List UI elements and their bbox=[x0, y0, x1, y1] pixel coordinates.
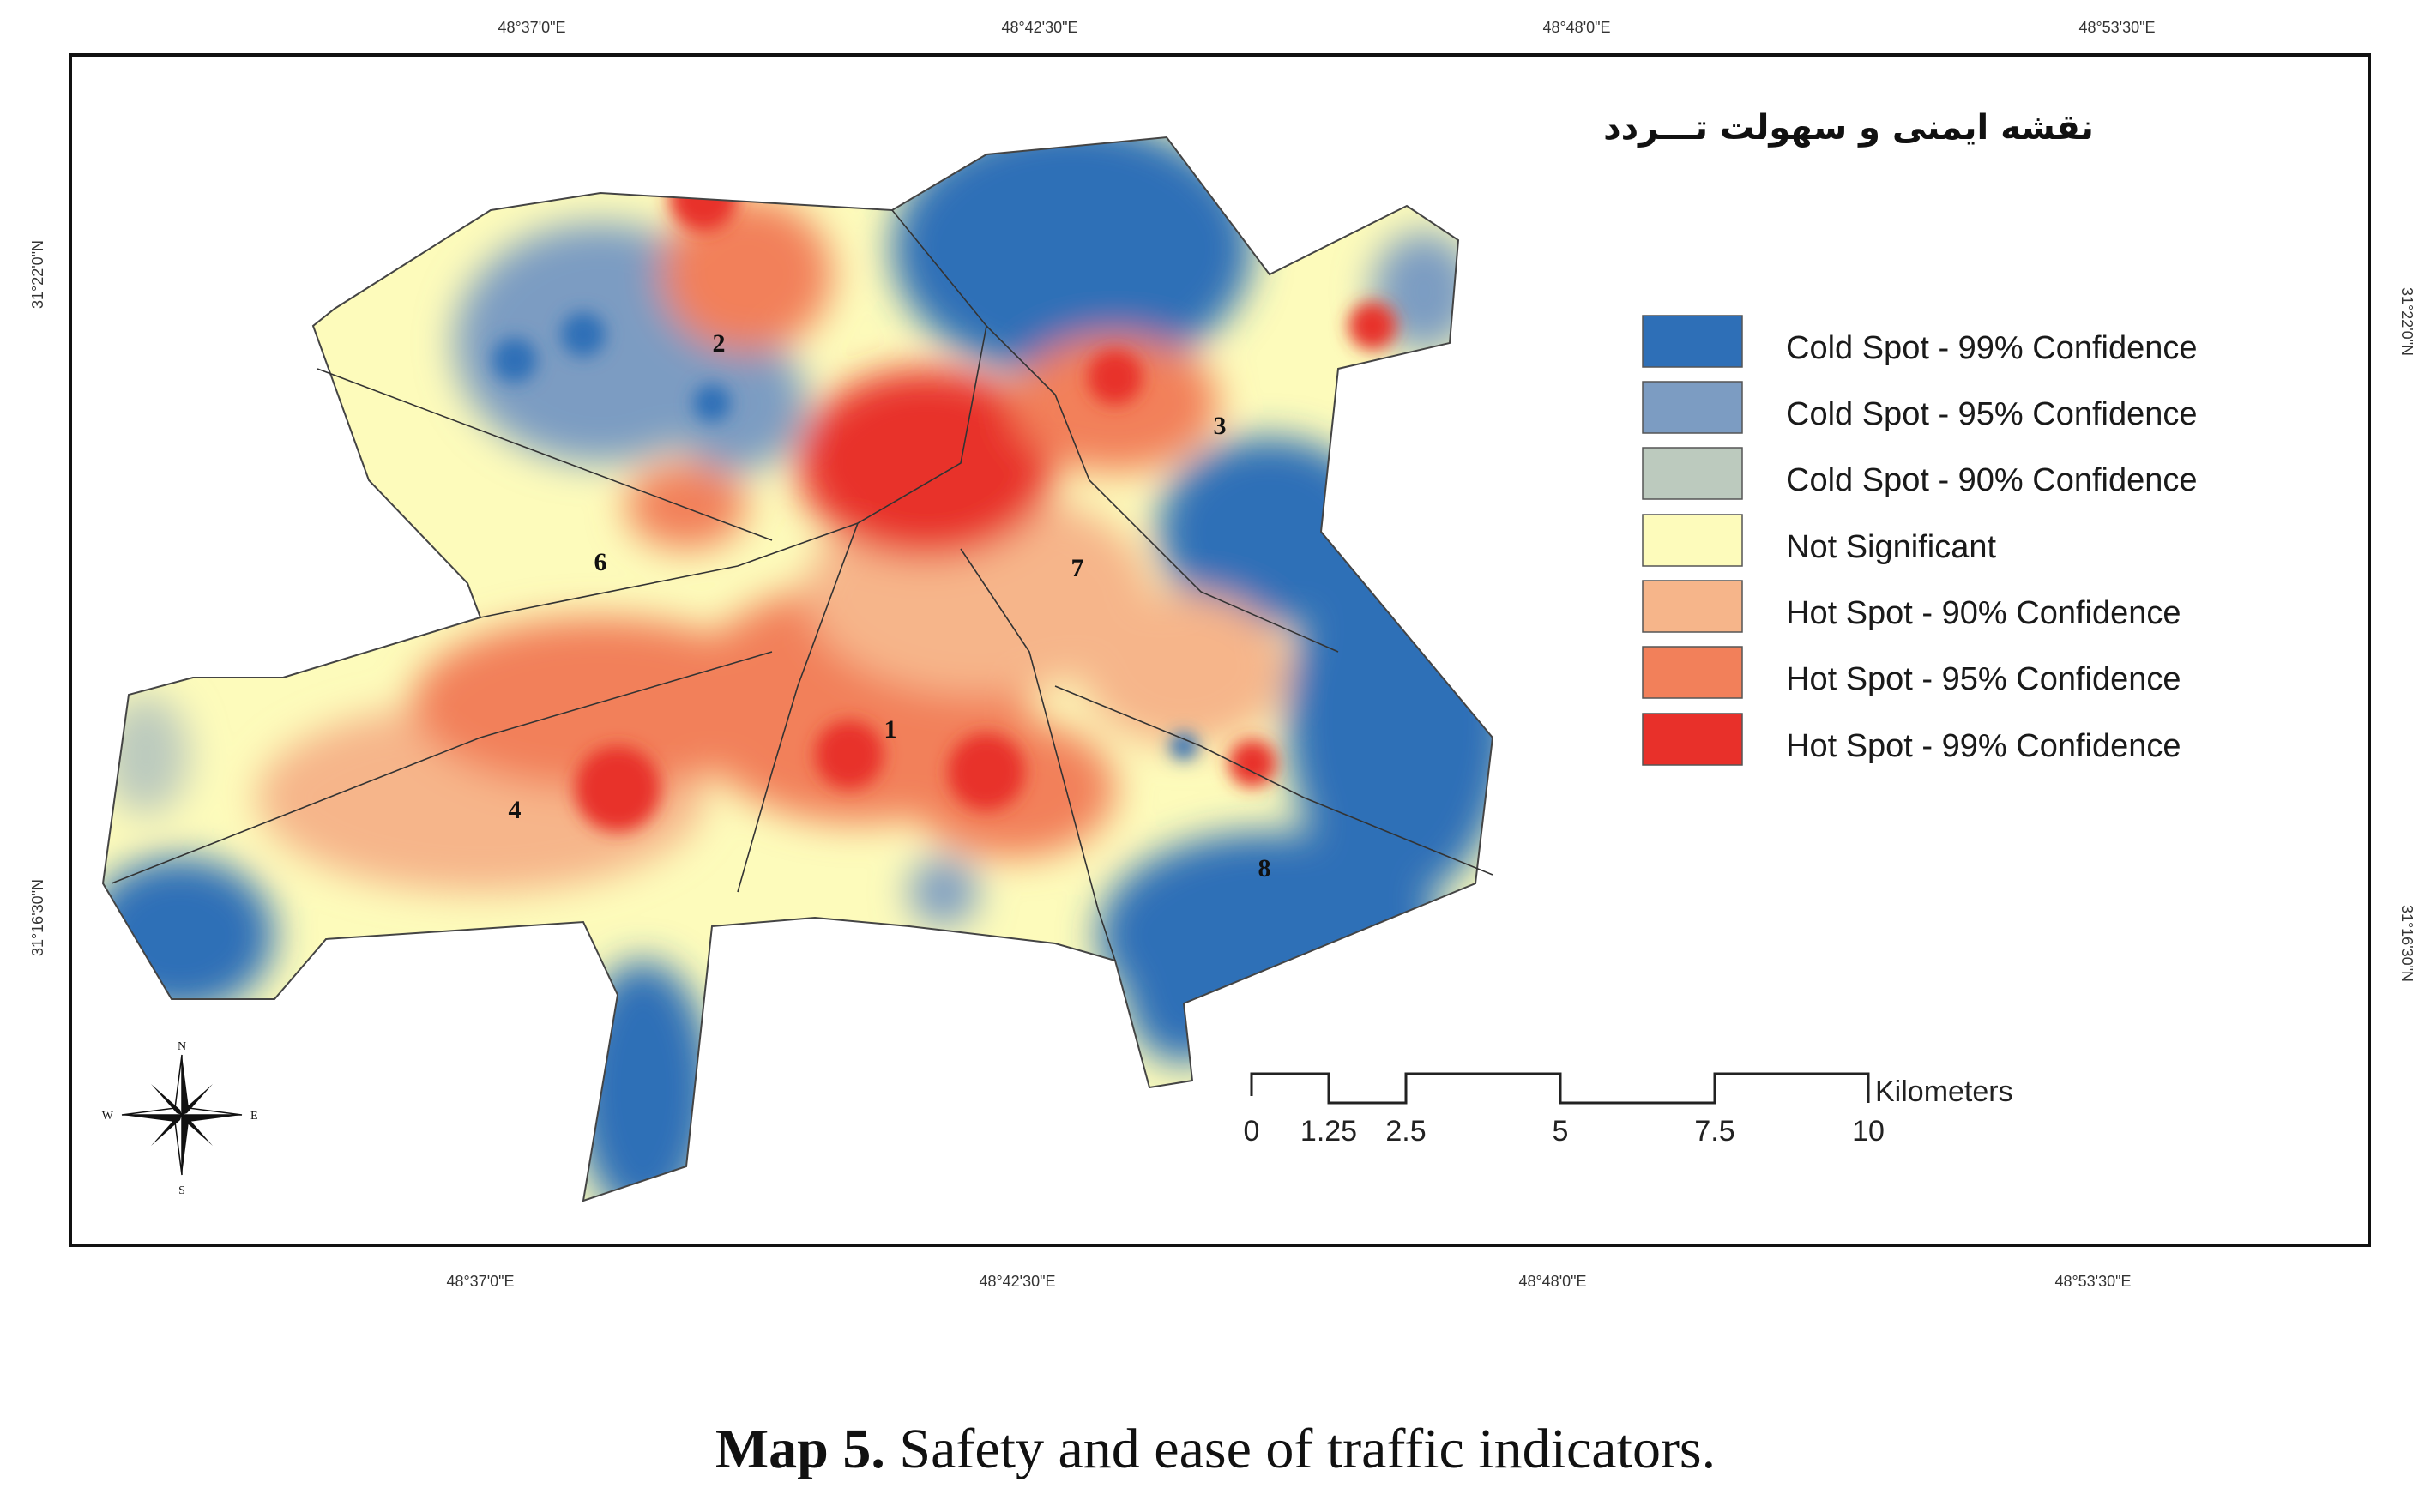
compass-n: N bbox=[178, 1040, 186, 1053]
scale-bar-unit: Kilometers bbox=[1875, 1075, 2013, 1108]
caption-label: Map 5. bbox=[715, 1418, 885, 1480]
legend-label-not-significant: Not Significant bbox=[1786, 529, 1996, 565]
scale-tick-3: 5 bbox=[1553, 1115, 1569, 1148]
legend-swatch-cold-95 bbox=[1642, 381, 1743, 434]
grid-label-right-2: 31°16'30"N bbox=[2398, 905, 2416, 982]
grid-label-top-2: 48°42'30"E bbox=[1001, 19, 1077, 36]
zone-label-6: 6 bbox=[594, 548, 607, 576]
compass-w: W bbox=[102, 1110, 114, 1123]
district-boundaries bbox=[111, 209, 1493, 961]
grid-label-top-3: 48°48'0"E bbox=[1542, 19, 1610, 36]
zone-label-8: 8 bbox=[1258, 854, 1271, 883]
figure-caption: Map 5. Safety and ease of traffic indica… bbox=[0, 1417, 2431, 1482]
zone-label-3: 3 bbox=[1214, 412, 1227, 440]
grid-label-left-1: 31°22'0"N bbox=[29, 240, 46, 309]
legend-label-hot-90: Hot Spot - 90% Confidence bbox=[1786, 595, 2181, 631]
legend-label-cold-90: Cold Spot - 90% Confidence bbox=[1786, 462, 2198, 498]
legend-swatch-hot-99 bbox=[1642, 713, 1743, 766]
scale-tick-2: 2.5 bbox=[1385, 1115, 1426, 1148]
legend-swatch-cold-99 bbox=[1642, 315, 1743, 368]
scale-tick-5: 10 bbox=[1852, 1115, 1885, 1148]
legend-label-cold-99: Cold Spot - 99% Confidence bbox=[1786, 330, 2198, 366]
grid-label-bottom-4: 48°53'30"E bbox=[2054, 1273, 2131, 1290]
scale-tick-0: 0 bbox=[1244, 1115, 1260, 1148]
scale-tick-1: 1.25 bbox=[1300, 1115, 1357, 1148]
compass-rose-icon: N S E W bbox=[102, 1040, 258, 1197]
legend-swatch-hot-95 bbox=[1642, 646, 1743, 699]
zone-label-7: 7 bbox=[1071, 554, 1084, 582]
grid-label-top-4: 48°53'30"E bbox=[2078, 19, 2155, 36]
map-title: نقشه ایمنی و سهولت تـــردد bbox=[1603, 108, 2094, 148]
scale-bar: Kilometers 0 1.25 2.5 5 7.5 10 bbox=[1244, 1072, 2013, 1148]
grid-label-bottom-3: 48°48'0"E bbox=[1518, 1273, 1586, 1290]
compass-s: S bbox=[178, 1184, 185, 1197]
grid-label-bottom-1: 48°37'0"E bbox=[446, 1273, 514, 1290]
legend-label-hot-99: Hot Spot - 99% Confidence bbox=[1786, 728, 2181, 764]
caption-text: Safety and ease of traffic indicators. bbox=[884, 1418, 1716, 1480]
scale-tick-4: 7.5 bbox=[1694, 1115, 1734, 1148]
legend: Cold Spot - 99% Confidence Cold Spot - 9… bbox=[1642, 315, 2198, 766]
grid-label-right-1: 31°22'0"N bbox=[2398, 287, 2416, 356]
grid-label-top-1: 48°37'0"E bbox=[498, 19, 565, 36]
legend-swatch-not-significant bbox=[1642, 514, 1743, 567]
zone-label-1: 1 bbox=[884, 715, 897, 744]
legend-label-hot-95: Hot Spot - 95% Confidence bbox=[1786, 661, 2181, 697]
legend-swatch-hot-90 bbox=[1642, 580, 1743, 633]
grid-label-bottom-2: 48°42'30"E bbox=[979, 1273, 1055, 1290]
city-boundary bbox=[101, 136, 1494, 1202]
zone-label-4: 4 bbox=[509, 796, 522, 824]
legend-swatch-cold-90 bbox=[1642, 447, 1743, 500]
legend-label-cold-95: Cold Spot - 95% Confidence bbox=[1786, 396, 2198, 432]
scale-bar-segments bbox=[1250, 1072, 1870, 1105]
compass-e: E bbox=[250, 1110, 258, 1123]
grid-label-left-2: 31°16'30"N bbox=[29, 879, 46, 956]
zone-label-2: 2 bbox=[713, 329, 726, 358]
